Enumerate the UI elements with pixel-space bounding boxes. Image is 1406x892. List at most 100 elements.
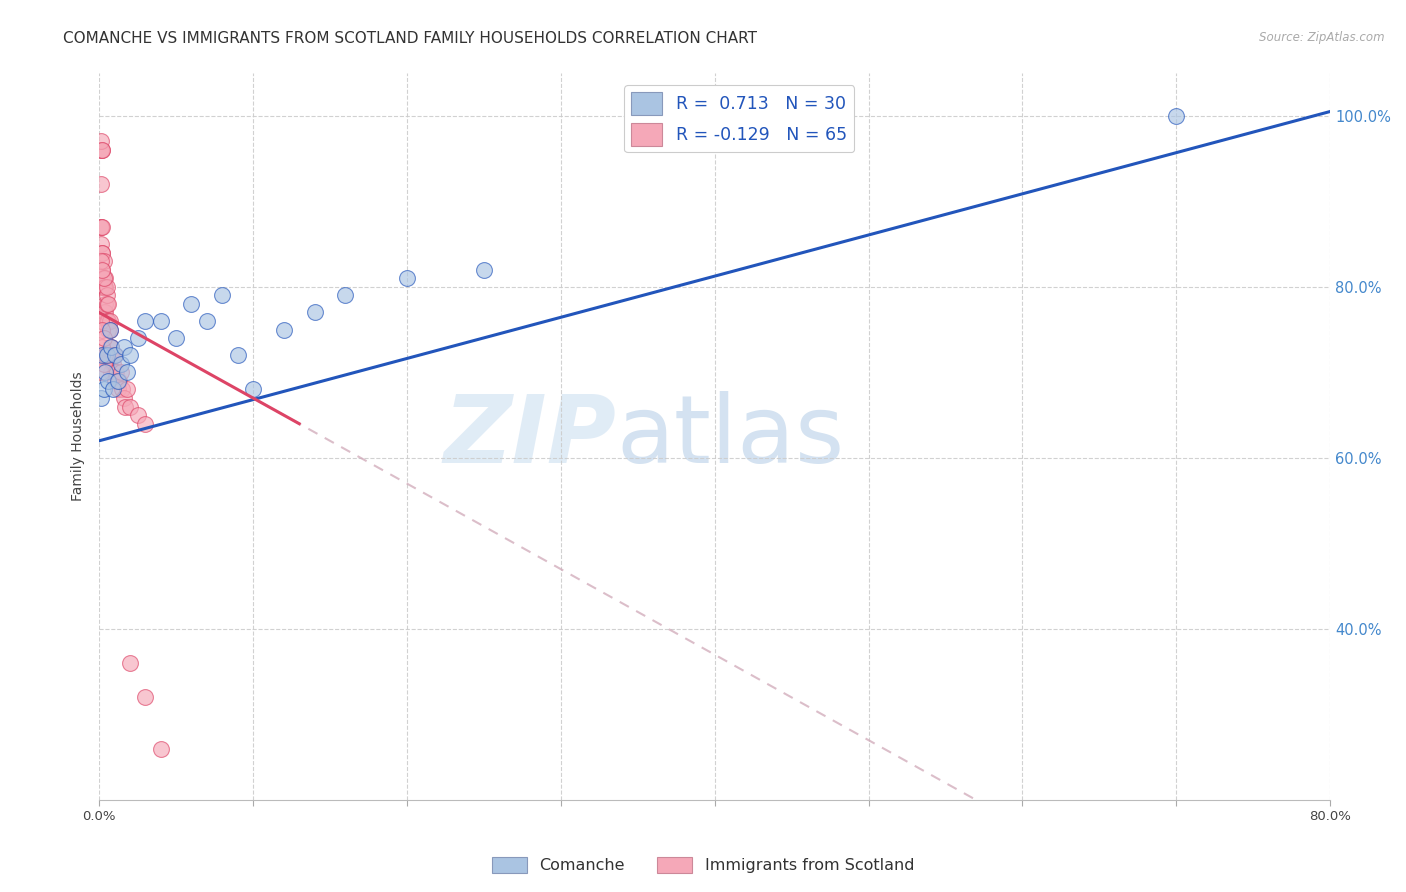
Point bbox=[98, 323, 121, 337]
Point bbox=[395, 271, 418, 285]
Point bbox=[1166, 109, 1188, 123]
Point bbox=[105, 365, 128, 379]
Point bbox=[118, 656, 141, 670]
Point bbox=[100, 340, 122, 354]
Point bbox=[101, 383, 124, 397]
Point bbox=[90, 314, 112, 328]
Point bbox=[97, 374, 120, 388]
Point bbox=[94, 365, 117, 379]
Point bbox=[96, 348, 118, 362]
Point bbox=[90, 219, 112, 234]
Legend: R =  0.713   N = 30, R = -0.129   N = 65: R = 0.713 N = 30, R = -0.129 N = 65 bbox=[624, 86, 855, 153]
Point bbox=[110, 357, 132, 371]
Point bbox=[103, 348, 125, 362]
Point bbox=[103, 374, 125, 388]
Legend: Comanche, Immigrants from Scotland: Comanche, Immigrants from Scotland bbox=[485, 850, 921, 880]
Point bbox=[134, 314, 156, 328]
Point bbox=[103, 365, 125, 379]
Point bbox=[91, 348, 114, 362]
Point bbox=[90, 177, 112, 191]
Point bbox=[90, 143, 112, 157]
Point bbox=[100, 348, 122, 362]
Point bbox=[90, 219, 112, 234]
Point bbox=[93, 331, 115, 345]
Point bbox=[91, 340, 114, 354]
Point bbox=[90, 280, 112, 294]
Point bbox=[93, 383, 115, 397]
Point bbox=[103, 348, 125, 362]
Point bbox=[90, 135, 112, 149]
Point bbox=[93, 271, 115, 285]
Text: Source: ZipAtlas.com: Source: ZipAtlas.com bbox=[1260, 31, 1385, 45]
Point bbox=[226, 348, 249, 362]
Point bbox=[304, 305, 326, 319]
Point bbox=[91, 245, 114, 260]
Point bbox=[107, 374, 129, 388]
Text: atlas: atlas bbox=[616, 391, 845, 483]
Point bbox=[242, 383, 264, 397]
Point bbox=[96, 314, 118, 328]
Point bbox=[134, 417, 156, 431]
Point bbox=[134, 690, 156, 705]
Point bbox=[100, 365, 122, 379]
Point bbox=[91, 323, 114, 337]
Point bbox=[108, 374, 131, 388]
Point bbox=[98, 323, 121, 337]
Point bbox=[94, 271, 117, 285]
Point bbox=[90, 391, 112, 405]
Point bbox=[94, 305, 117, 319]
Point bbox=[90, 254, 112, 268]
Point bbox=[91, 245, 114, 260]
Point bbox=[101, 357, 124, 371]
Point bbox=[111, 383, 134, 397]
Point bbox=[100, 340, 122, 354]
Point bbox=[112, 391, 135, 405]
Point bbox=[101, 348, 124, 362]
Point bbox=[91, 262, 114, 277]
Point bbox=[149, 314, 172, 328]
Point bbox=[115, 365, 138, 379]
Text: COMANCHE VS IMMIGRANTS FROM SCOTLAND FAMILY HOUSEHOLDS CORRELATION CHART: COMANCHE VS IMMIGRANTS FROM SCOTLAND FAM… bbox=[63, 31, 758, 46]
Point bbox=[96, 297, 118, 311]
Point bbox=[93, 305, 115, 319]
Point bbox=[96, 288, 118, 302]
Point bbox=[90, 237, 112, 252]
Point bbox=[118, 400, 141, 414]
Point bbox=[97, 297, 120, 311]
Point bbox=[118, 348, 141, 362]
Point bbox=[93, 254, 115, 268]
Point bbox=[165, 331, 187, 345]
Point bbox=[180, 297, 202, 311]
Point bbox=[94, 348, 117, 362]
Point bbox=[97, 314, 120, 328]
Point bbox=[94, 297, 117, 311]
Point bbox=[98, 314, 121, 328]
Point bbox=[107, 383, 129, 397]
Point bbox=[110, 365, 132, 379]
Point bbox=[94, 280, 117, 294]
Point bbox=[91, 219, 114, 234]
Point bbox=[112, 340, 135, 354]
Point bbox=[93, 357, 115, 371]
Point bbox=[93, 280, 115, 294]
Point bbox=[273, 323, 295, 337]
Y-axis label: Family Households: Family Households bbox=[72, 372, 86, 501]
Point bbox=[115, 383, 138, 397]
Point bbox=[91, 143, 114, 157]
Point bbox=[91, 143, 114, 157]
Point bbox=[211, 288, 233, 302]
Point bbox=[114, 400, 136, 414]
Point bbox=[127, 408, 149, 422]
Point bbox=[472, 262, 495, 277]
Point bbox=[93, 280, 115, 294]
Text: ZIP: ZIP bbox=[443, 391, 616, 483]
Point bbox=[97, 323, 120, 337]
Point bbox=[91, 348, 114, 362]
Point bbox=[90, 365, 112, 379]
Point bbox=[195, 314, 218, 328]
Point bbox=[127, 331, 149, 345]
Point bbox=[91, 271, 114, 285]
Point bbox=[96, 280, 118, 294]
Point bbox=[91, 262, 114, 277]
Point bbox=[335, 288, 357, 302]
